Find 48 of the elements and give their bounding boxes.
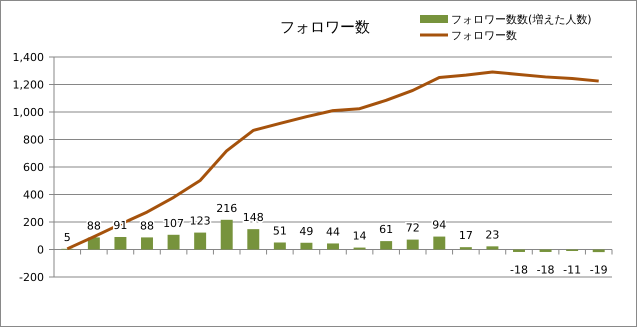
y-tick-label: 600 [23,160,44,174]
data-label: 88 [140,219,154,232]
data-label: -18 [510,264,528,276]
y-tick-label: 0 [37,243,44,256]
bar [88,237,100,250]
bar [380,241,392,250]
data-label: -11 [563,264,582,276]
bar [327,243,339,250]
y-tick-label: 1,400 [12,50,44,64]
bar [168,234,180,250]
data-label: 216 [216,202,238,215]
legend-label: フォロワー数 [451,28,517,42]
legend-label: フォロワー数数(増えた人数) [451,12,592,26]
data-label: 44 [326,225,340,238]
y-tick-label: 800 [23,133,44,146]
data-label: -19 [590,264,608,276]
data-label: 17 [458,229,473,242]
data-label: 148 [242,211,264,224]
bar [247,229,260,250]
bar [114,236,126,250]
y-tick-label: 1,200 [12,78,44,92]
bar [300,242,312,250]
bar [194,232,206,250]
bar [220,220,233,250]
data-label: 51 [272,224,287,238]
data-label: 49 [299,224,314,238]
data-label: -18 [536,264,555,276]
data-label: 123 [190,214,211,228]
chart-title: フォロワー数 [280,18,370,36]
data-label: 107 [163,216,184,230]
y-tick-label: 1,000 [12,106,44,119]
data-label: 61 [379,223,394,236]
data-label: 94 [432,218,446,232]
data-label: 14 [352,230,367,243]
data-label: 5 [64,230,71,244]
bar [592,250,605,252]
line-series [66,70,600,250]
bar [433,236,446,250]
y-tick-label: 200 [23,216,44,229]
bar [141,237,153,250]
data-label: 72 [406,222,420,235]
bar [406,240,419,250]
data-label: 88 [86,219,101,232]
bar [274,242,286,250]
bar [486,246,498,250]
y-tick-label: -200 [19,270,44,284]
y-tick-label: 400 [23,188,44,202]
data-label: 23 [485,228,500,242]
